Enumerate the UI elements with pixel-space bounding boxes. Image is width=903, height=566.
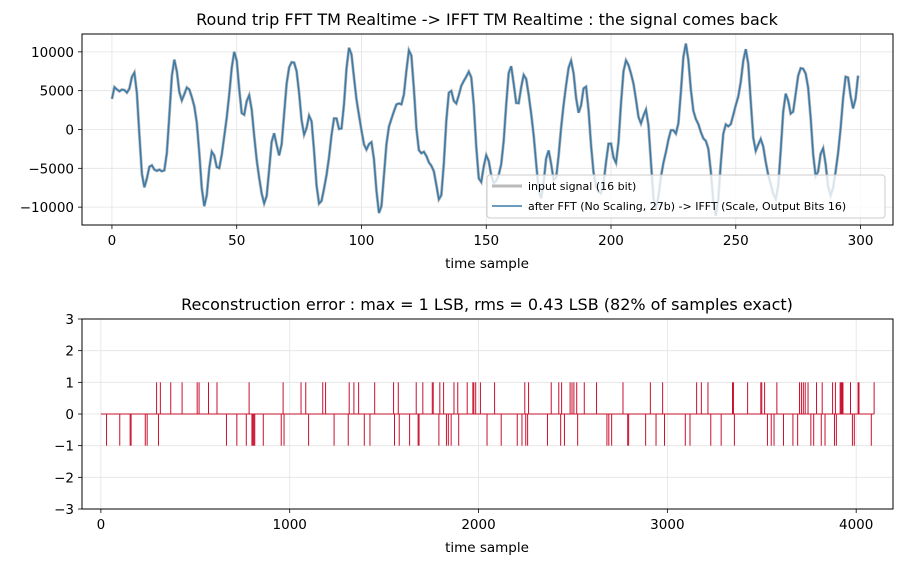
bottom-y-tick-label: −1 xyxy=(54,439,74,455)
legend-label-output: after FFT (No Scaling, 27b) -> IFFT (Sca… xyxy=(528,200,846,213)
bottom-x-axis-label: time sample xyxy=(445,540,529,556)
top-y-tick-label: −10000 xyxy=(20,200,74,216)
top-y-tick-label: 5000 xyxy=(40,84,74,100)
top-x-axis-label: time sample xyxy=(445,256,529,272)
bottom-ticks: 0 1000 2000 3000 4000 3 2 1 0 −1 −2 −3 xyxy=(54,312,873,533)
bottom-y-tick-label: −3 xyxy=(54,502,74,518)
top-subplot: Round trip FFT TM Realtime -> IFFT TM Re… xyxy=(20,10,894,272)
bottom-x-tick-label: 4000 xyxy=(839,517,873,533)
bottom-x-tick-label: 3000 xyxy=(650,517,684,533)
bottom-y-tick-label: 1 xyxy=(65,375,74,391)
top-y-tick-label: 0 xyxy=(65,123,74,139)
top-legend: input signal (16 bit) after FFT (No Scal… xyxy=(486,174,886,219)
legend-label-input: input signal (16 bit) xyxy=(528,180,636,193)
top-y-tick-label: −5000 xyxy=(28,161,74,177)
top-chart-title: Round trip FFT TM Realtime -> IFFT TM Re… xyxy=(196,10,778,29)
top-x-tick-label: 200 xyxy=(598,233,624,249)
bottom-x-tick-label: 2000 xyxy=(461,517,495,533)
top-x-tick-label: 50 xyxy=(228,233,245,249)
bottom-x-tick-label: 0 xyxy=(97,517,106,533)
bottom-y-tick-label: −2 xyxy=(54,470,74,486)
top-series-group xyxy=(110,43,860,216)
bottom-y-tick-label: 3 xyxy=(65,312,74,328)
top-x-tick-label: 300 xyxy=(848,233,874,249)
series-line-output xyxy=(111,43,859,216)
legend-box xyxy=(486,174,886,219)
top-ticks: 0 50 100 150 200 250 300 10000 5000 0 −5000 −10000 xyxy=(20,45,874,249)
bottom-x-tick-label: 1000 xyxy=(273,517,307,533)
bottom-chart-title: Reconstruction error : max = 1 LSB, rms … xyxy=(181,295,793,314)
top-y-tick-label: 10000 xyxy=(31,45,74,61)
top-x-tick-label: 100 xyxy=(349,233,375,249)
top-x-tick-label: 250 xyxy=(723,233,749,249)
bottom-y-tick-label: 0 xyxy=(65,407,74,423)
error-bars-group xyxy=(100,382,875,446)
top-x-tick-label: 0 xyxy=(108,233,117,249)
bottom-subplot: Reconstruction error : max = 1 LSB, rms … xyxy=(54,295,894,556)
top-x-tick-label: 150 xyxy=(473,233,499,249)
bottom-y-tick-label: 2 xyxy=(65,344,74,360)
